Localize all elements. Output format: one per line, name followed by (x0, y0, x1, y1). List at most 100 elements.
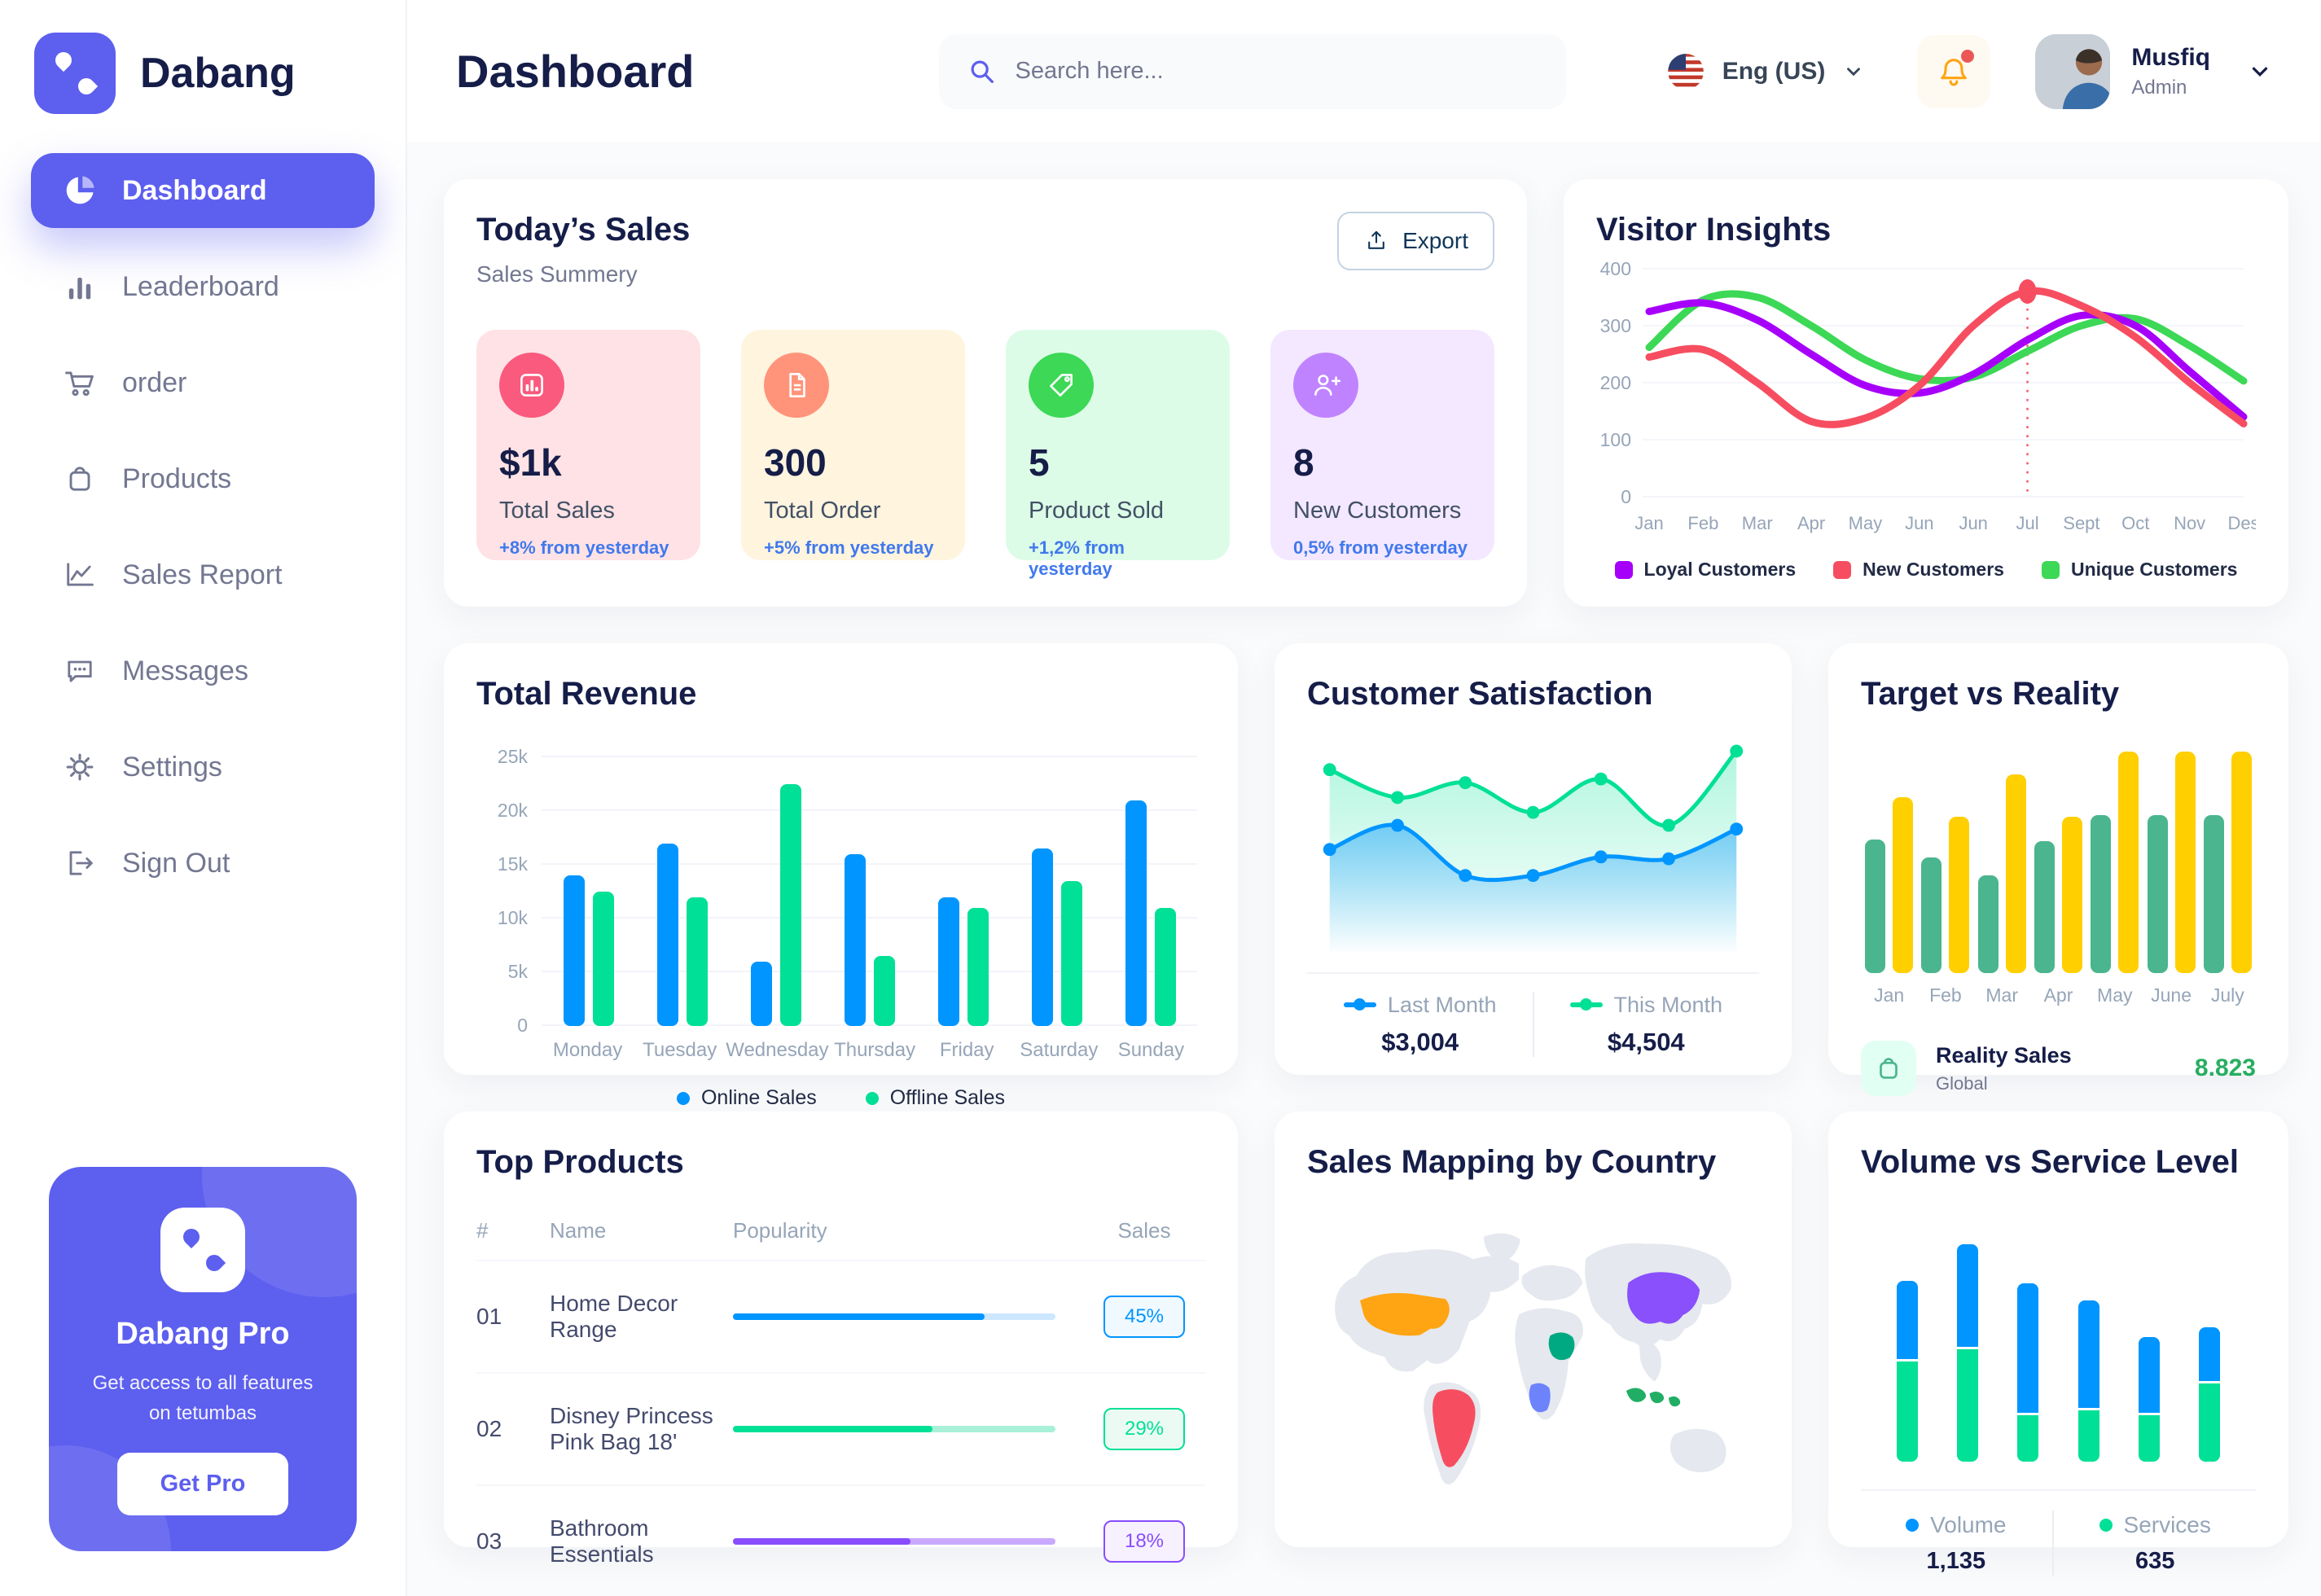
brand: Dabang (0, 33, 406, 114)
header: Dashboard Eng (US) (407, 0, 2321, 142)
user-name: Musfiq (2131, 43, 2210, 71)
revenue-bar-group (1103, 757, 1197, 1026)
volume-service-card: Volume vs Service Level Volume 1,135 (1828, 1112, 2288, 1576)
column-header: Popularity (733, 1218, 827, 1243)
bar-reality-sales (1977, 875, 1999, 973)
customer-satisfaction-card: Customer Satisfaction Last Month $3,004 … (1275, 643, 1792, 1075)
stat-value: 300 (764, 441, 827, 484)
sidebar-item-sales-report[interactable]: Sales Report (31, 537, 375, 612)
bar-reality-sales (1921, 857, 1942, 973)
profile-menu[interactable]: Musfiq Admin (2035, 33, 2272, 109)
stat-label: Product Sold (1029, 498, 1165, 524)
bar-target-sales (2118, 752, 2139, 973)
stat-delta: +1,2% from yesterday (1029, 537, 1125, 579)
svg-text:Apr: Apr (1797, 513, 1825, 533)
sidebar: Dabang Dashboard Leaderboard order Products… (0, 0, 407, 1596)
product-name: Home Decor Range (550, 1291, 678, 1342)
sidebar-item-sign-out[interactable]: Sign Out (31, 826, 375, 901)
notifications-button[interactable] (1917, 34, 1991, 108)
volume-bar-group (2059, 1217, 2119, 1462)
top-products-title: Top Products (476, 1144, 684, 1180)
sidebar-item-messages[interactable]: Messages (31, 634, 375, 708)
today-sales-card: Today’s Sales Sales Summery Export $1k T… (444, 179, 1527, 607)
search-input[interactable] (1015, 58, 1538, 85)
bar-volume (2017, 1283, 2039, 1413)
sidebar-item-dashboard[interactable]: Dashboard (31, 153, 375, 228)
bar-services (2017, 1415, 2039, 1462)
bar-services (1897, 1361, 1919, 1462)
sidebar-item-label: Sales Report (122, 559, 283, 590)
sidebar-menu: Dashboard Leaderboard order Products Sales R… (0, 153, 406, 922)
revenue-bar-offline-sales (1060, 881, 1082, 1026)
bar-target-sales (1949, 817, 1970, 973)
bar-target-sales (1893, 797, 1914, 973)
bar-volume (2138, 1337, 2160, 1413)
avatar (2035, 33, 2111, 109)
sign-out-icon (69, 851, 93, 875)
sidebar-item-order[interactable]: order (31, 345, 375, 420)
legend-item-last-month: Last Month $3,004 (1343, 993, 1497, 1057)
target-vs-reality-card: Target vs Reality Jan Feb Mar Apr May June Jul… (1828, 643, 2288, 1171)
volume-bar-group (2119, 1217, 2179, 1462)
volume-bar-group (1937, 1217, 1998, 1462)
country-brazil (1433, 1389, 1476, 1467)
product-name: Disney Princess Pink Bag 18' (550, 1403, 713, 1454)
popularity-bar (733, 1426, 1055, 1432)
legend-item-volume: Volume 1,135 (1906, 1512, 2007, 1575)
stat-delta: +5% from yesterday (764, 537, 934, 558)
bar-target-sales (2061, 817, 2082, 973)
leaderboard-icon (68, 278, 91, 300)
search-icon (971, 60, 994, 83)
cart-icon (65, 371, 94, 397)
main-content: Today’s Sales Sales Summery Export $1k T… (407, 142, 2321, 1596)
export-button[interactable]: Export (1337, 212, 1494, 270)
bar-services (2138, 1415, 2160, 1462)
sidebar-item-leaderboard[interactable]: Leaderboard (31, 249, 375, 324)
bell-icon (1941, 58, 1968, 86)
dabang-logo-icon (34, 33, 116, 114)
legend-item-offline-sales: Offline Sales (865, 1086, 1005, 1110)
revenue-bar-group (542, 757, 635, 1026)
sales-mapping-title: Sales Mapping by Country (1307, 1144, 1717, 1180)
search-bar[interactable] (938, 33, 1566, 109)
chevron-down-icon (2252, 67, 2268, 77)
sidebar-item-label: Leaderboard (122, 270, 279, 302)
stat-value: 5 (1029, 441, 1050, 484)
column-header: Name (550, 1218, 607, 1243)
svg-text:Sept: Sept (2063, 513, 2099, 533)
country-dr-congo (1529, 1383, 1551, 1413)
column-header: Sales (1117, 1218, 1171, 1243)
product-num: 03 (476, 1528, 502, 1554)
sidebar-item-settings[interactable]: Settings (31, 730, 375, 805)
revenue-bar-offline-sales (779, 784, 801, 1026)
svg-text:300: 300 (1600, 315, 1631, 336)
stat-icon-circle (764, 353, 829, 418)
chevron-down-icon (1847, 67, 1861, 76)
get-pro-button[interactable]: Get Pro (117, 1453, 288, 1515)
today-sales-subtitle: Sales Summery (476, 261, 638, 287)
bar-volume (2198, 1327, 2220, 1381)
bar-reality-sales (1865, 840, 1886, 973)
total-revenue-x-labels: Monday Tuesday Wednesday Thursday Friday Satu… (552, 1039, 1185, 1061)
revenue-bar-group (916, 757, 1010, 1026)
target-bar-group (2200, 745, 2256, 973)
revenue-bar-online-sales (656, 844, 678, 1026)
new-customers-icon (1314, 375, 1341, 396)
pro-card: Dabang Pro Get access to all features on… (49, 1166, 357, 1551)
volume-service-title: Volume vs Service Level (1861, 1144, 2239, 1180)
dabang-pro-logo-icon (160, 1207, 245, 1292)
sidebar-item-products[interactable]: Products (31, 441, 375, 516)
stat-card-new-customers: 8 New Customers 0,5% from yesterday (1270, 330, 1494, 560)
svg-text:Jul: Jul (2016, 513, 2038, 533)
top-products-header: # Name Popularity Sales (476, 1205, 1205, 1261)
svg-text:Nov: Nov (2174, 513, 2205, 533)
language-selector[interactable]: Eng (US) (1667, 53, 1865, 90)
revenue-bar-online-sales (750, 962, 772, 1026)
revenue-bar-offline-sales (1154, 908, 1176, 1026)
product-row-home-decor-range: 01 Home Decor Range 45% (476, 1261, 1205, 1374)
total-revenue-title: Total Revenue (476, 676, 697, 712)
country-saudi-arabia (1548, 1332, 1575, 1361)
total-revenue-legend: Online Sales Offline Sales (476, 1086, 1205, 1110)
